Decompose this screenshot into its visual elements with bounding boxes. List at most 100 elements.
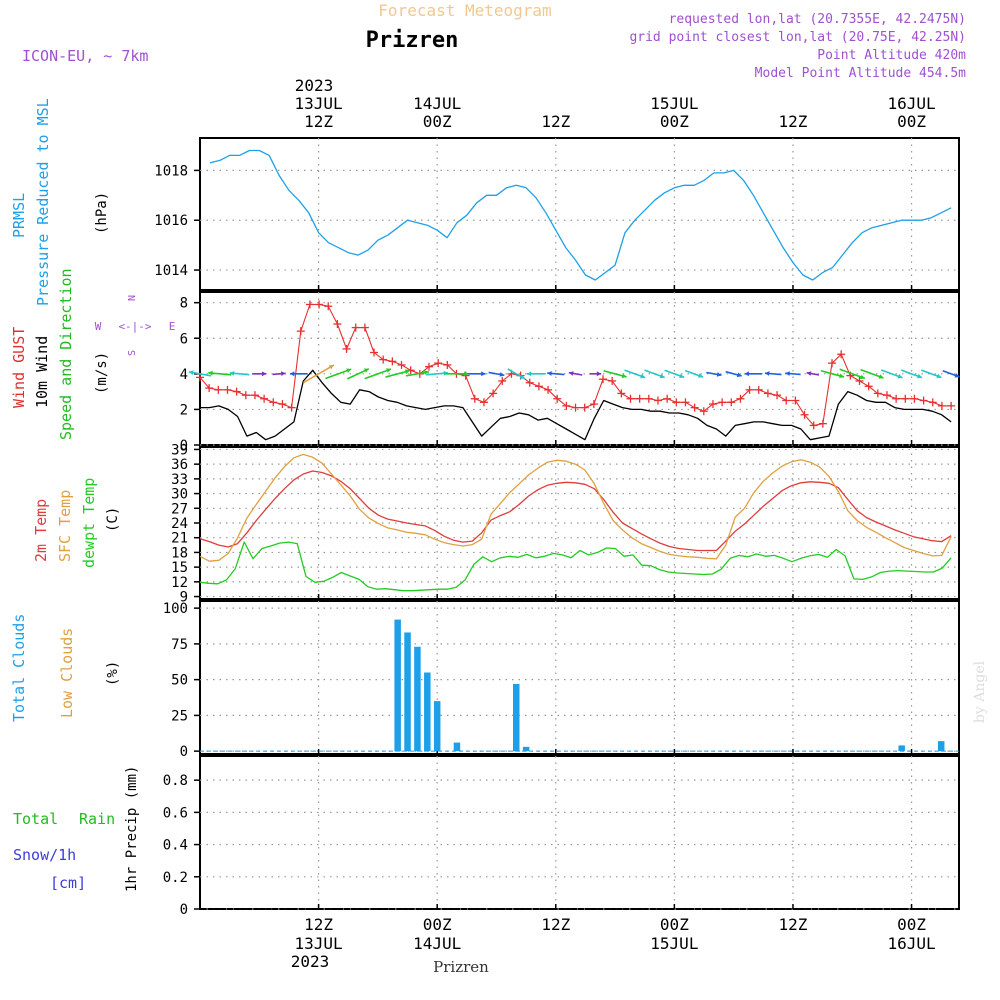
temp-panel-frame	[199, 446, 960, 600]
snow-cm-label: [cm]	[50, 874, 86, 892]
wind-arrow-head	[839, 373, 844, 379]
pressure-panel-frame	[199, 137, 960, 291]
wind-ytick-label: 8	[180, 296, 188, 312]
temp-ytick-label: 39	[171, 442, 188, 458]
bottom-time-label: 00Z	[660, 915, 689, 934]
clouds-ytick-label: 50	[171, 673, 188, 689]
temp-ytick-label: 12	[171, 575, 188, 591]
t2m-label: 2m Temp	[32, 499, 50, 562]
wind-arrow-head	[188, 370, 194, 375]
wind-arrow-head	[806, 371, 812, 376]
model-altitude: Model Point Altitude 454.5m	[755, 66, 966, 81]
temp-ytick-label: 21	[171, 531, 188, 547]
wind-arrow-head	[547, 371, 552, 376]
wind-arrow-head	[679, 373, 685, 379]
bottom-date-label: 16JUL	[887, 934, 935, 953]
precip-ytick-label: 0.6	[163, 805, 188, 821]
bottom-time-label: 00Z	[423, 915, 452, 934]
compass-w: W	[95, 320, 102, 333]
wind-arrow-head	[346, 368, 352, 373]
dewpt-label: dewpt Temp	[80, 478, 98, 568]
wind-arrow	[839, 368, 866, 380]
compass-n: N	[127, 295, 138, 301]
pressure-unit: (hPa)	[94, 192, 110, 234]
temp-line-2	[199, 541, 952, 592]
bottom-year: 2023	[291, 952, 330, 971]
total-clouds-label: Total Clouds	[10, 614, 28, 722]
wind-arrow-head	[716, 372, 722, 377]
wind-arrow-head	[659, 373, 665, 379]
wind-arrow-head	[229, 371, 235, 376]
plot-layer	[188, 149, 960, 910]
bottom-date-label: 13JUL	[295, 934, 343, 953]
compass-e: E	[169, 320, 176, 333]
wind-arrow-head	[424, 370, 429, 375]
wind-arrow-head	[621, 373, 627, 379]
watermark: by Angel	[972, 660, 988, 723]
wind10-line	[200, 369, 952, 441]
temp-ytick-label: 15	[171, 560, 188, 576]
chart-title: Forecast Meteogram	[378, 1, 551, 20]
bottom-time-label: 12Z	[304, 915, 333, 934]
bottom-time-label: 00Z	[897, 915, 926, 934]
clouds-ytick-label: 75	[171, 637, 188, 653]
wind-arrow-head	[289, 371, 295, 377]
top-date-label: 14JUL	[413, 94, 461, 113]
wind-arrow-head	[519, 374, 525, 379]
cloud-bar	[453, 742, 461, 752]
temp-line-1	[199, 453, 952, 562]
wind-arrow-head	[481, 371, 486, 377]
compass-legend: N S W E <-|->	[95, 295, 176, 356]
wind-arrow-head	[328, 365, 334, 370]
sfc-label: SFC Temp	[56, 490, 74, 562]
top-date-label: 13JUL	[295, 94, 343, 113]
wind-arrow	[364, 368, 392, 380]
top-time-label: 00Z	[660, 112, 689, 131]
compass-s: S	[127, 350, 138, 356]
wind-arrow-head	[363, 368, 369, 373]
cloud-bar	[522, 746, 530, 752]
clouds-ytick-label: 0	[180, 744, 188, 760]
wind-ytick-label: 2	[180, 402, 188, 418]
clouds-panel-frame	[199, 600, 960, 755]
cloud-bar	[394, 619, 401, 752]
wind-arrow-head	[785, 371, 790, 376]
top-time-label: 12Z	[304, 112, 333, 131]
model-label: ICON-EU, ~ 7km	[22, 47, 148, 65]
bottom-time-label: 12Z	[779, 915, 808, 934]
wind-arrow-head	[736, 372, 742, 378]
y-axis-ticks: 1014101610180246891215182124273033363902…	[154, 163, 913, 918]
cloud-bar	[898, 745, 905, 752]
wind-arrow-head	[208, 370, 213, 376]
wind-ytick-label: 4	[180, 367, 188, 383]
wind-arrow-head	[404, 369, 410, 375]
rain-label: Rain	[79, 810, 115, 828]
prmsl-label: PRMSL	[10, 193, 28, 238]
total-label: Total	[13, 810, 58, 828]
panel-frames	[199, 137, 960, 910]
wind-arrow-head	[917, 373, 922, 379]
wind-arrow-head	[526, 371, 532, 377]
snow-label: Snow/1h	[13, 846, 76, 864]
clouds-ytick-label: 100	[163, 601, 188, 617]
wind-arrow-head	[568, 371, 574, 376]
clouds-ytick-label: 25	[171, 708, 188, 724]
point-altitude: Point Altitude 420m	[817, 48, 966, 63]
wind-arrow-head	[859, 374, 865, 380]
temp-ytick-label: 33	[171, 472, 188, 488]
location-title: Prizren	[366, 28, 459, 53]
pressure-ytick-label: 1016	[154, 213, 188, 229]
cloud-bar	[424, 672, 431, 752]
temp-ytick-label: 18	[171, 545, 188, 561]
wind-arrow-head	[262, 371, 267, 377]
wind-arrow-head	[281, 371, 286, 376]
wind-dir-label: Speed and Direction	[57, 268, 75, 440]
cloud-bar	[414, 646, 421, 752]
wind-arrow-head	[744, 371, 749, 377]
precip-ytick-label: 0	[180, 902, 188, 918]
compass-mid: <-|->	[118, 320, 151, 333]
top-date-label: 15JUL	[650, 94, 698, 113]
wind-arrow	[302, 364, 335, 384]
